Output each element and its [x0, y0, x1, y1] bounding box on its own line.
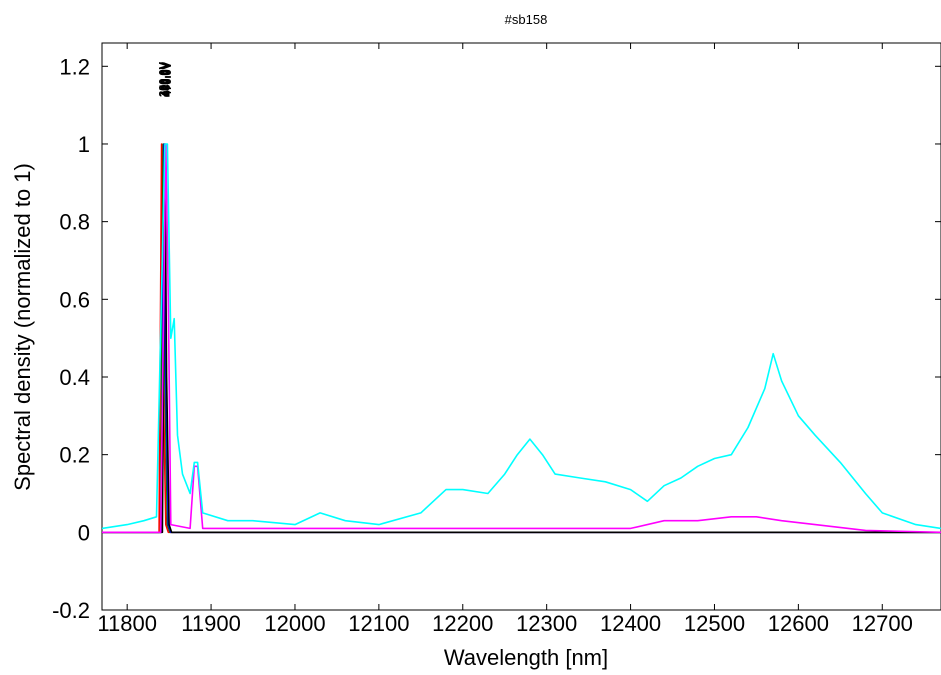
- series-line-2: [102, 143, 941, 534]
- y-tick-label: 0.4: [59, 365, 90, 390]
- peak-label-group: 300.0V350.0V400.0V420.0V440.0V460.0V470.…: [157, 61, 174, 97]
- y-tick-label: 1.2: [59, 54, 90, 79]
- series-line-1: [102, 143, 941, 534]
- peak-label: 420.0V: [160, 61, 172, 97]
- series-line-4: [102, 143, 941, 534]
- x-tick-label: 12300: [516, 611, 577, 636]
- peak-label: 470.0V: [162, 61, 174, 97]
- peak-label: 460.0V: [161, 61, 173, 97]
- y-tick-label: 0.2: [59, 443, 90, 468]
- x-tick-label: 12000: [264, 611, 325, 636]
- x-tick-label: 12600: [768, 611, 829, 636]
- y-tick-label: 0: [78, 520, 90, 545]
- y-tick-label: 0.8: [59, 210, 90, 235]
- peak-label: 300.0V: [157, 61, 169, 97]
- x-axis-label: Wavelength [nm]: [444, 645, 608, 670]
- plot-area-frame: [101, 42, 941, 611]
- y-axis-label: Spectral density (normalized to 1): [10, 163, 35, 491]
- y-tick-label: -0.2: [52, 598, 90, 623]
- peak-label: 350.0V: [158, 61, 170, 97]
- x-tick-label: 12700: [852, 611, 913, 636]
- chart-title: #sb158: [505, 12, 548, 27]
- y-axis: -0.2 0 0.2 0.4 0.6 0.8 1 1.2: [52, 54, 941, 623]
- peak-label: 400.0V: [159, 61, 171, 97]
- x-tick-label: 11900: [181, 611, 241, 636]
- x-axis: 11800 11900 12000 12100 12200 12300 12400 12500…: [97, 43, 913, 636]
- x-tick-label: 12400: [600, 611, 661, 636]
- y-tick-label: 0.6: [59, 287, 90, 312]
- x-tick-label: 12500: [684, 611, 745, 636]
- series-layer: [102, 143, 941, 534]
- x-tick-label: 11800: [97, 611, 157, 636]
- peak-label: 440.0V: [160, 61, 172, 97]
- x-tick-label: 12200: [432, 611, 493, 636]
- x-tick-label: 12100: [348, 611, 409, 636]
- series-line-0: [102, 143, 941, 534]
- series-line-3: [102, 143, 941, 534]
- y-tick-label: 1: [78, 132, 90, 157]
- series-line-5: [102, 143, 941, 530]
